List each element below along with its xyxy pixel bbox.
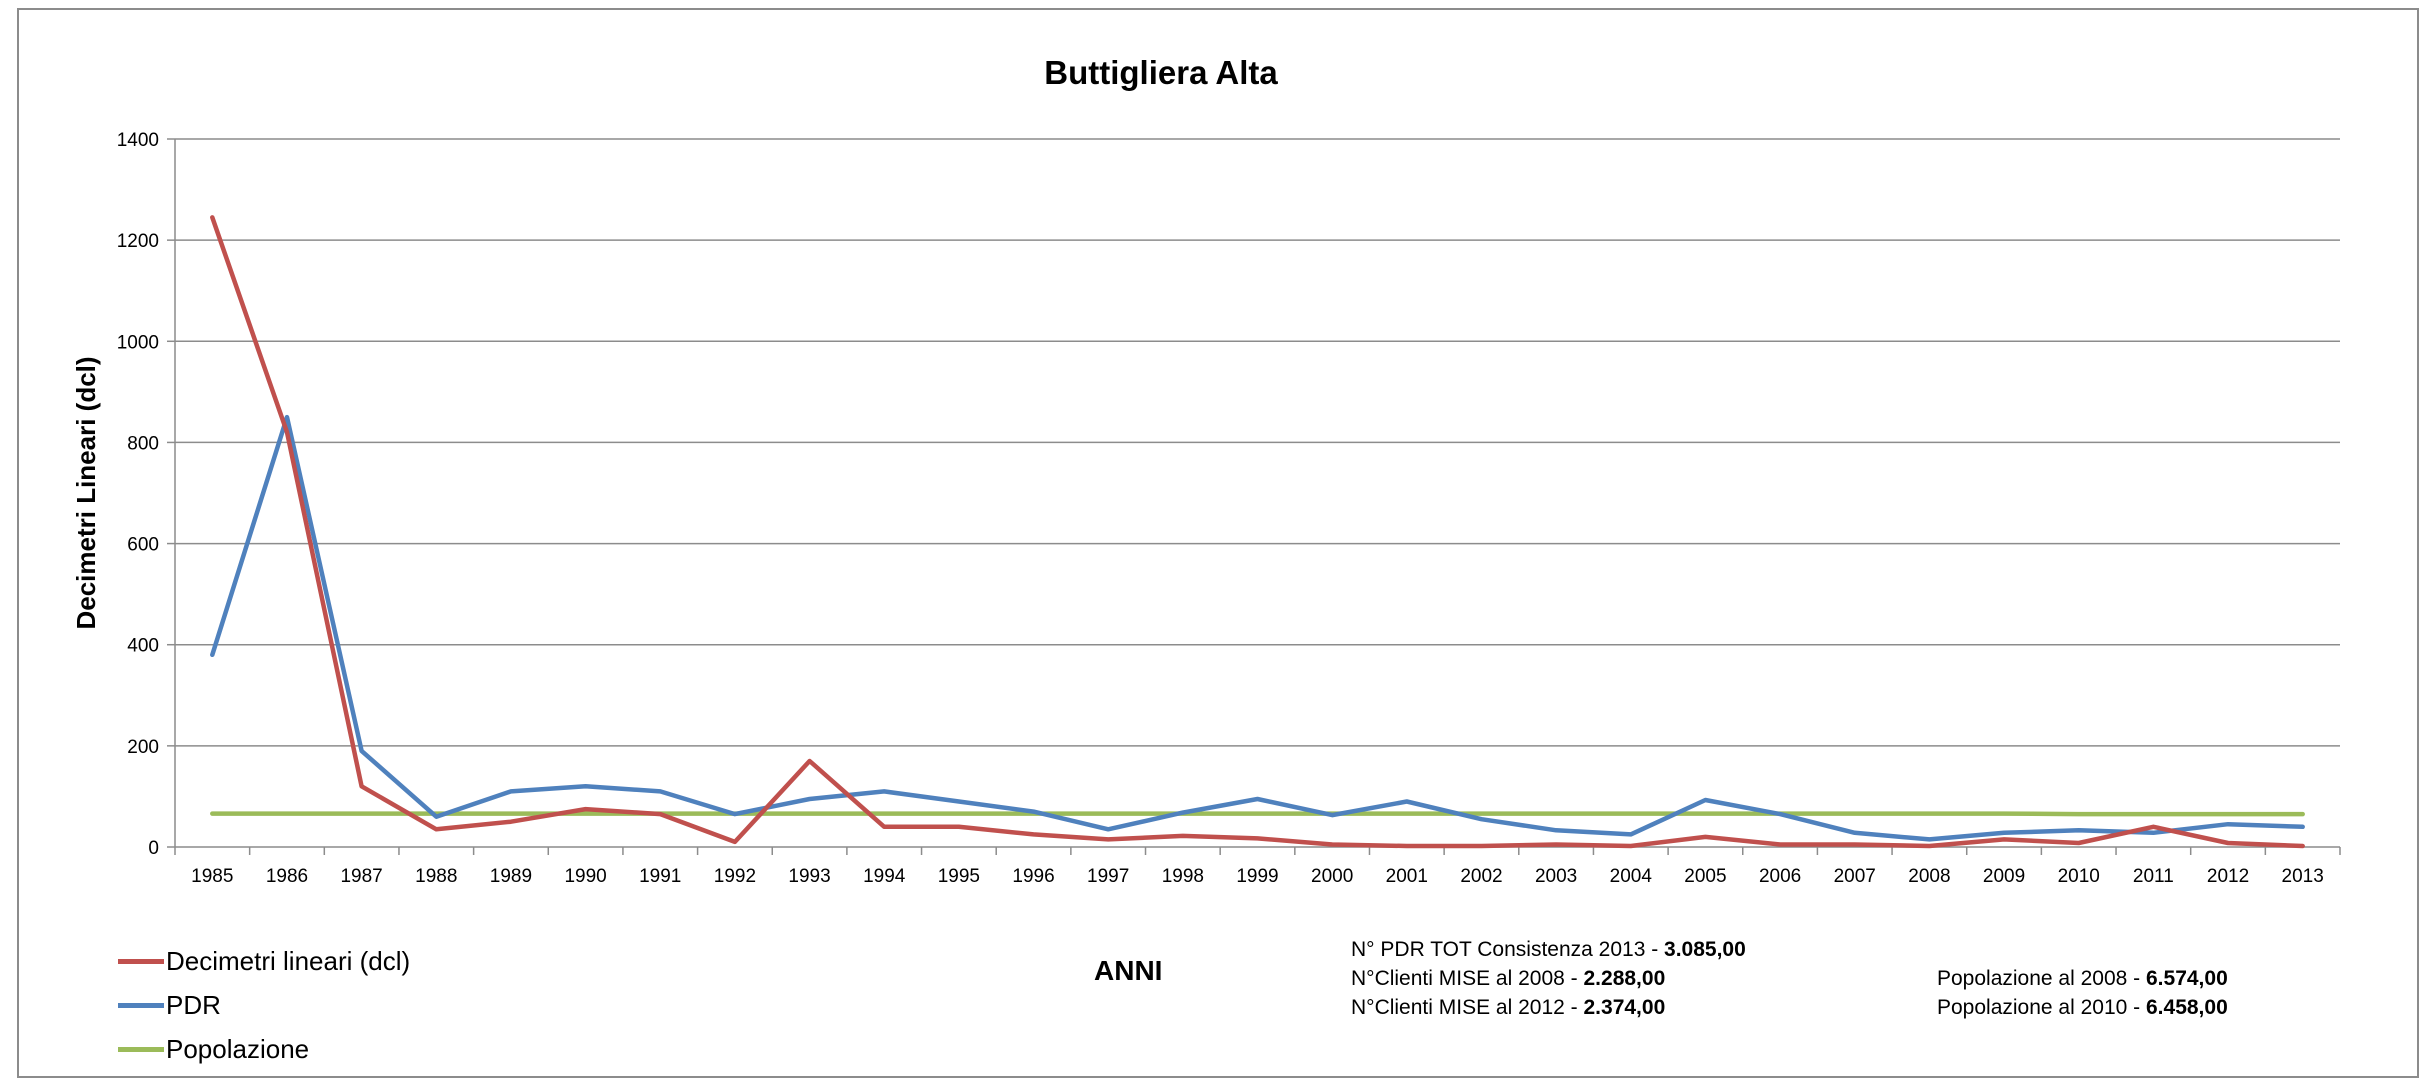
y-tick-labels: 0 200 400 600 800 1000 1200 1400: [117, 130, 159, 859]
legend-item-decimetri: Decimetri lineari (dcl): [118, 941, 410, 981]
legend-label-decimetri: Decimetri lineari (dcl): [166, 945, 411, 976]
x-tick-label: 1987: [340, 866, 382, 887]
x-tick-label: 2007: [1834, 866, 1876, 887]
legend-swatch-decimetri: [118, 958, 164, 964]
x-tick-label: 1990: [564, 866, 606, 887]
x-tick-label: 2011: [2133, 866, 2174, 887]
chart-title: Buttigliera Alta: [1044, 54, 1278, 91]
series-line-2: [210, 811, 2305, 817]
x-tick-label: 1993: [788, 866, 830, 887]
x-tick-label: 1999: [1236, 866, 1278, 887]
info-pop-2008-value: 6.574,00: [2146, 967, 2228, 990]
info-popolazione-2010: Popolazione al 2010 - 6.458,00: [1937, 996, 2228, 1020]
info-pdr-label: N° PDR TOT Consistenza 2013 -: [1351, 938, 1665, 961]
legend-item-popolazione: Popolazione: [118, 1029, 309, 1069]
series-lines: [210, 215, 2305, 849]
x-tick-label: 1995: [938, 866, 980, 887]
x-tick-label: 1997: [1087, 866, 1129, 887]
x-tick-label: 1998: [1162, 866, 1204, 887]
info-pop-2008-label: Popolazione al 2008 -: [1937, 967, 2146, 990]
x-tick-label: 2010: [2058, 866, 2100, 887]
x-axis-label: ANNI: [1094, 955, 1163, 986]
info-mise-2012: N°Clienti MISE al 2012 - 2.374,00: [1351, 996, 1665, 1020]
y-tick-label: 600: [127, 535, 159, 556]
info-popolazione-2008: Popolazione al 2008 - 6.574,00: [1937, 967, 2228, 991]
x-tick-label: 1996: [1012, 866, 1054, 887]
x-tick-labels: 1985 1986 1987 1988 1989 1990 1991 1992 1993 1994…: [191, 866, 2324, 887]
y-tick-label: 400: [127, 636, 159, 657]
series-line-1: [210, 414, 2305, 842]
y-tick-label: 1200: [117, 231, 159, 252]
x-tick-label: 2006: [1759, 866, 1801, 887]
info-pdr-value: 3.085,00: [1664, 938, 1746, 961]
x-tick-label: 1994: [863, 866, 906, 887]
info-pop-2010-value: 6.458,00: [2146, 996, 2228, 1019]
x-tick-label: 1986: [266, 866, 308, 887]
info-pdr-total: N° PDR TOT Consistenza 2013 - 3.085,00: [1351, 938, 1746, 962]
x-tick-label: 2008: [1908, 866, 1950, 887]
info-mise-2012-label: N°Clienti MISE al 2012 -: [1351, 996, 1584, 1019]
info-mise-2008: N°Clienti MISE al 2008 - 2.288,00: [1351, 967, 1665, 991]
info-mise-2012-value: 2.374,00: [1583, 996, 1666, 1019]
x-tick-label: 2012: [2207, 866, 2249, 887]
series-line-0: [210, 215, 2305, 849]
x-tick-label: 2001: [1386, 866, 1428, 887]
x-tick-label: 1989: [490, 866, 532, 887]
y-tick-label: 800: [127, 433, 159, 454]
info-pop-2010-label: Popolazione al 2010 -: [1937, 996, 2146, 1019]
x-tick-label: 2000: [1311, 866, 1353, 887]
y-tick-label: 200: [127, 737, 159, 758]
x-tick-label: 2009: [1983, 866, 2025, 887]
y-tick-label: 1000: [117, 332, 159, 353]
x-tick-label: 2013: [2282, 866, 2324, 887]
gridlines: [175, 138, 2340, 747]
info-mise-2008-label: N°Clienti MISE al 2008 -: [1351, 967, 1584, 990]
legend-item-pdr: PDR: [118, 985, 221, 1025]
info-mise-2008-value: 2.288,00: [1583, 967, 1666, 990]
legend-label-pdr: PDR: [166, 989, 221, 1020]
x-tick-label: 1991: [639, 866, 681, 887]
legend-label-popolazione: Popolazione: [166, 1033, 310, 1064]
y-tick-label: 1400: [117, 130, 159, 151]
x-tick-label: 2002: [1460, 866, 1502, 887]
y-tick-label: 0: [148, 838, 159, 859]
x-tick-label: 2005: [1684, 866, 1726, 887]
x-tick-label: 2004: [1610, 866, 1653, 887]
x-tick-label: 1988: [415, 866, 457, 887]
legend-swatch-popolazione: [118, 1046, 164, 1052]
x-tick-label: 1985: [191, 866, 233, 887]
legend-swatch-pdr: [118, 1002, 164, 1008]
x-tick-label: 2003: [1535, 866, 1577, 887]
axes: [167, 138, 2341, 855]
x-tick-label: 1992: [714, 866, 756, 887]
y-axis-label: Decimetri Lineari (dcl): [71, 356, 101, 629]
